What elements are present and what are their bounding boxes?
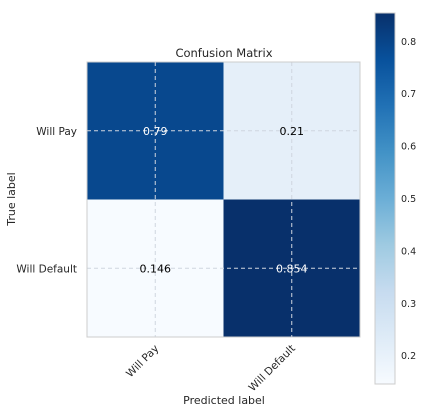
colorbar-tick-label: 0.3 (401, 299, 416, 310)
x-tick-labels: Will Pay Will Default (124, 343, 298, 394)
cell-value-label: 0.21 (280, 125, 305, 138)
heatmap-cells (87, 62, 360, 337)
y-tick-labels: Will Pay Will Default (16, 126, 77, 276)
x-tick-label: Will Pay (124, 343, 161, 380)
chart-title: Confusion Matrix (175, 46, 272, 60)
colorbar (374, 12, 396, 385)
colorbar-tick-label: 0.4 (401, 246, 416, 257)
cell-value-label: 0.79 (143, 125, 168, 138)
y-axis-label: True label (5, 172, 18, 226)
y-tick-label: Will Pay (36, 126, 77, 138)
colorbar-tick-label: 0.6 (401, 142, 416, 153)
y-tick-label: Will Default (16, 263, 77, 275)
cell-value-label: 0.854 (276, 262, 308, 275)
colorbar-tick-label: 0.5 (401, 194, 416, 205)
plot-frame (86, 61, 361, 338)
cell-value-labels: 0.79 0.21 0.146 0.854 (140, 125, 308, 276)
gridlines (87, 62, 360, 337)
x-tick-label: Will Default (247, 343, 298, 394)
colorbar-tick-label: 0.8 (401, 37, 416, 48)
colorbar-tick-label: 0.7 (401, 89, 416, 100)
cell-value-label: 0.146 (140, 262, 172, 275)
x-axis-label: Predicted label (183, 394, 265, 407)
colorbar-tick-labels: 0.2 0.3 0.4 0.5 0.6 0.7 0.8 (401, 37, 416, 362)
colorbar-tick-label: 0.2 (401, 351, 416, 362)
